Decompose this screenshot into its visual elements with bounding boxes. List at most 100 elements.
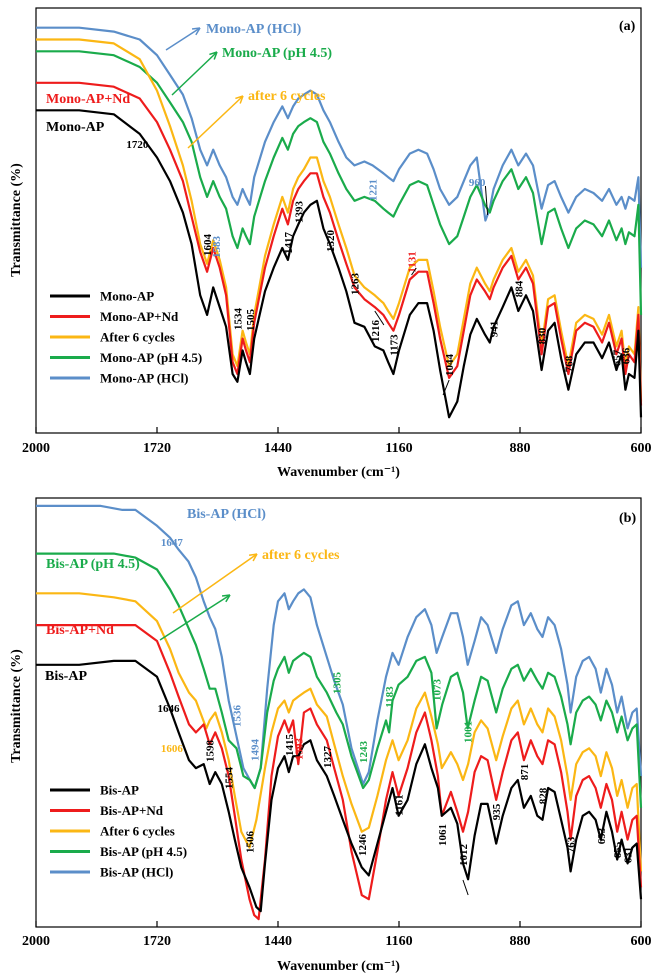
peak-label: 1327: [322, 746, 334, 769]
series-annotation: after 6 cycles: [248, 89, 326, 104]
peak-label: 941: [489, 321, 501, 338]
series-line-mono-ap-hcl-: [36, 26, 643, 268]
series-line-mono-ap-nd: [36, 81, 643, 406]
peak-label: 1305: [331, 672, 343, 695]
peak-label: 1505: [245, 309, 257, 332]
peak-label: 1417: [283, 232, 295, 255]
peak-leader-line: [411, 267, 417, 276]
peak-label: 1604: [202, 234, 214, 257]
series-annotation: Mono-AP (pH 4.5): [222, 46, 332, 61]
series-line-bis-ap-ph-4-5-: [36, 552, 643, 808]
plot-frame: [35, 497, 642, 928]
peak-label: 1216: [370, 320, 382, 343]
arrow-head: [221, 594, 231, 603]
x-tick-label: 1720: [143, 934, 171, 949]
peak-label: 1554: [224, 767, 236, 790]
annotation-arrow: [187, 95, 244, 149]
x-axis-label: Wavenumber (cm⁻¹): [277, 959, 400, 974]
legend-entry: Mono-AP: [100, 289, 154, 304]
annotation-arrow: [172, 553, 258, 614]
series-annotation: Bis-AP (HCl): [187, 507, 266, 522]
peak-label: 871: [519, 764, 531, 781]
x-tick-label: 2000: [22, 441, 50, 456]
peak-label: 655: [612, 841, 624, 858]
peak-label: 1536: [232, 705, 244, 728]
peak-label: 1583: [211, 236, 223, 259]
peak-label: 1494: [250, 739, 262, 762]
arrow-head: [235, 95, 244, 104]
peak-label: 1243: [358, 741, 370, 764]
legend: Bis-AP Bis-AP+Nd After 6 cycles Bis-AP (pH …: [50, 783, 187, 880]
legend-entry: Bis-AP (pH 4.5): [100, 844, 187, 859]
peak-label: 1183: [384, 686, 396, 708]
peak-label: 830: [537, 327, 549, 344]
peak-label: 1221: [368, 179, 380, 201]
series-annotation: Mono-AP: [46, 120, 105, 135]
x-tick-label: 1440: [264, 934, 292, 949]
x-tick-label: 1160: [385, 441, 412, 456]
arrow-head: [248, 553, 258, 562]
series-line-mono-ap: [36, 109, 643, 419]
x-tick-label: 1720: [143, 441, 171, 456]
y-axis-label: Transmittance (%): [9, 649, 24, 763]
x-tick-label: 2000: [22, 934, 50, 949]
chart-panel-b: 2000 1720 1440 1160 880 600 Wavenumber (cm⁻¹) T…: [9, 497, 652, 974]
peak-label: 631: [623, 847, 635, 864]
peak-label: 1001: [463, 721, 475, 743]
x-tick-label: 600: [631, 934, 652, 949]
x-tick-label: 1440: [264, 441, 292, 456]
series-annotation: Bis-AP: [45, 669, 87, 684]
series-line-bis-ap-nd: [36, 624, 643, 921]
peak-label: 1320: [325, 230, 337, 253]
series-annotation: after 6 cycles: [262, 548, 340, 563]
peak-leader-line: [484, 185, 489, 216]
series-line-bis-ap-hcl-: [36, 504, 643, 790]
peak-label: 657: [611, 349, 623, 366]
series-line-bis-ap: [36, 659, 643, 913]
peak-leader-line: [374, 310, 385, 326]
peak-label: 1647: [161, 537, 184, 549]
peak-label: 1720: [126, 139, 149, 151]
peak-label: 636: [620, 347, 632, 364]
peak-label: 763: [566, 836, 578, 853]
peak-leader-line: [442, 379, 450, 396]
series-annotation: Bis-AP (pH 4.5): [46, 557, 140, 572]
arrow-head: [191, 27, 201, 36]
legend: Mono-AP Mono-AP+Nd After 6 cycles Mono-AP (…: [50, 289, 202, 386]
x-axis-label: Wavenumber (cm⁻¹): [277, 465, 400, 480]
series-line-mono-ap-ph-4-5-: [36, 50, 643, 315]
peak-label: 935: [491, 803, 503, 820]
peak-label: 1415: [284, 734, 296, 757]
peak-label: 1506: [244, 831, 256, 854]
plot-frame: [35, 7, 642, 434]
peak-label: 1534: [232, 308, 244, 331]
legend-entry: After 6 cycles: [100, 330, 175, 345]
peak-label: 1393: [293, 738, 305, 761]
peak-label: 960: [469, 177, 486, 189]
peak-label: 768: [563, 355, 575, 372]
x-tick-label: 880: [510, 934, 531, 949]
chart-panel-a: 2000 1720 1440 1160 880 600 Wavenumber (cm⁻¹) T…: [9, 7, 652, 480]
peak-label: 828: [537, 787, 549, 804]
peak-label: 1263: [349, 273, 361, 296]
peak-label: 1646: [157, 703, 180, 715]
legend-entry: Mono-AP+Nd: [100, 309, 179, 324]
peak-label: 1131: [407, 251, 419, 272]
peak-label: 1606: [161, 743, 184, 755]
annotation-arrow: [171, 51, 218, 96]
peak-label: 1161: [394, 794, 406, 815]
annotation-arrow: [159, 594, 231, 641]
peak-label: 1044: [444, 354, 456, 377]
peak-label: 884: [513, 280, 525, 297]
peak-label: 1598: [205, 740, 217, 763]
legend-entry: Mono-AP (HCl): [100, 371, 188, 386]
arrow-head: [209, 51, 218, 60]
peak-label: 1073: [432, 679, 444, 702]
peak-label: 1393: [293, 201, 305, 224]
peak-label: 1012: [458, 844, 470, 867]
y-axis-label: Transmittance (%): [9, 163, 24, 277]
legend-entry: Bis-AP+Nd: [100, 803, 164, 818]
peak-label: 1061: [437, 824, 449, 846]
x-tick-label: 880: [510, 441, 531, 456]
